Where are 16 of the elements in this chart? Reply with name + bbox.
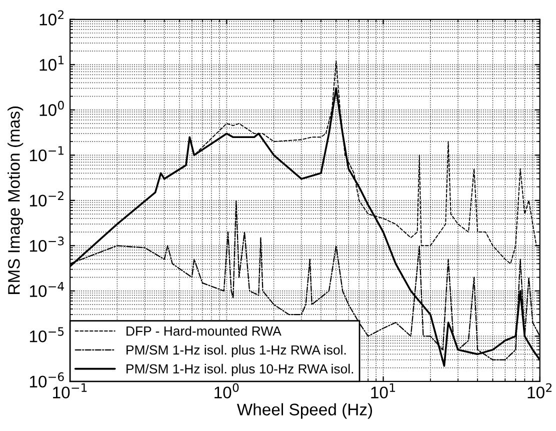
x-tick-label: 10$^{1}$ [371,383,395,398]
y-tick-label: 10$^{−1}$ [30,146,64,162]
y-tick-label: 10$^{0}$ [40,100,64,116]
y-tick-label: 10$^{−2}$ [30,191,64,206]
y-tick-label: 10$^{−4}$ [30,282,64,298]
y-axis-title: RMS Image Motion (mas) [8,106,24,294]
y-tick-label: 10$^{−3}$ [30,236,64,252]
legend-label: PM/SM 1-Hz isol. plus 10-Hz RWA isol. [126,364,354,376]
legend-label: DFP - Hard-mounted RWA [126,326,282,336]
y-tick-label: 10$^{−5}$ [30,327,64,342]
y-tick-label: 10$^{2}$ [40,10,64,26]
legend-label: PM/SM 1-Hz isol. plus 1-Hz RWA isol. [126,344,346,358]
x-axis-title: Wheel Speed (Hz) [236,403,372,419]
x-tick-label: 10$^{2}$ [528,383,552,398]
y-tick-label: 10$^{1}$ [40,56,64,71]
x-tick-label: 10$^{0}$ [214,383,239,398]
